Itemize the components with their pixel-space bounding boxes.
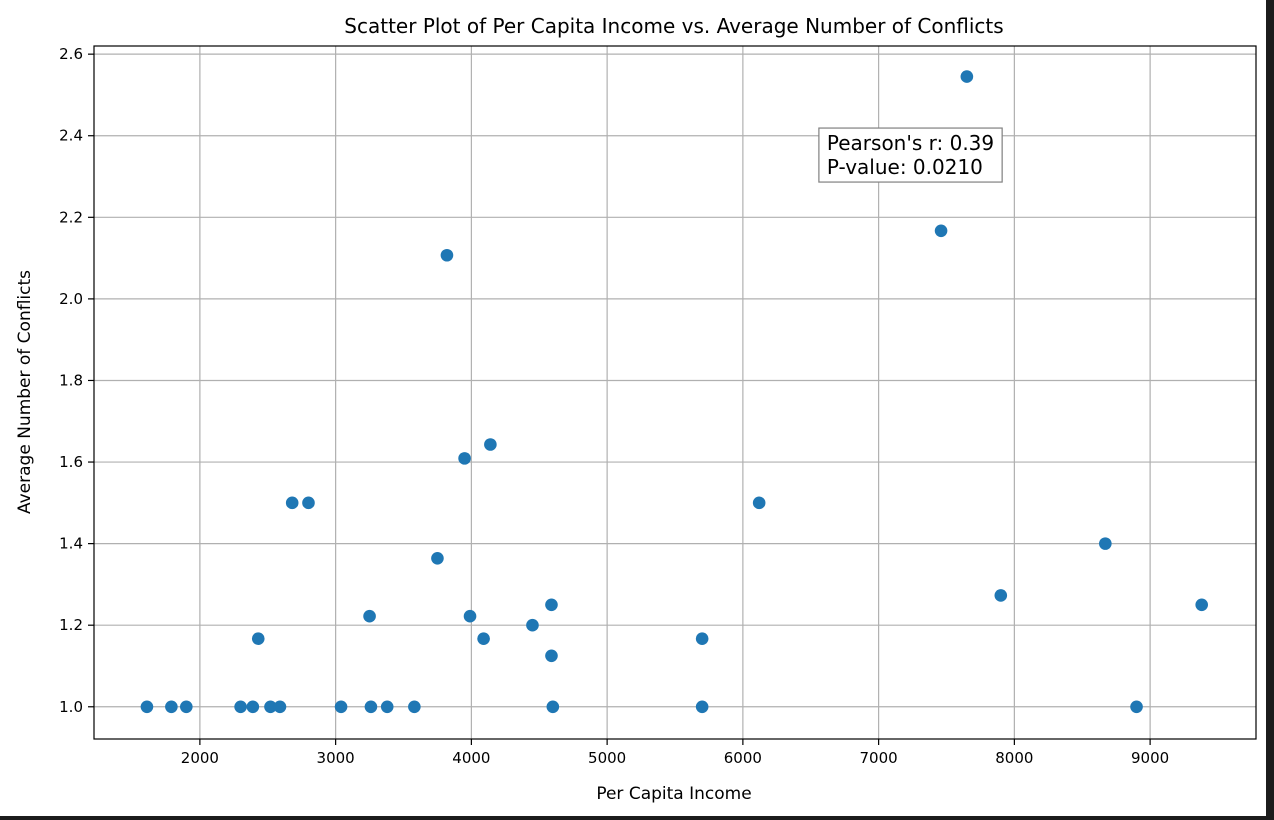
data-point	[526, 618, 539, 632]
y-tick-label: 2.4	[59, 127, 83, 145]
data-point	[364, 700, 378, 714]
data-point	[302, 496, 315, 510]
data-point	[165, 700, 178, 714]
data-point	[484, 438, 497, 451]
data-point	[285, 496, 299, 510]
data-point	[463, 609, 477, 623]
data-point	[752, 496, 766, 510]
x-tick-label: 6000	[724, 749, 762, 767]
data-point	[934, 224, 948, 238]
y-tick-label: 2.0	[59, 290, 83, 308]
pearson-r-text: Pearson's r: 0.39	[827, 131, 994, 155]
x-tick-label: 7000	[860, 749, 898, 767]
data-point	[1099, 537, 1112, 550]
data-point	[431, 552, 444, 565]
data-point	[246, 700, 260, 714]
x-tick-label: 5000	[588, 749, 626, 767]
data-point	[1195, 598, 1209, 612]
data-point	[1130, 700, 1143, 714]
y-tick-label: 2.2	[59, 208, 83, 226]
y-axis-label: Average Number of Conflicts	[15, 270, 35, 514]
y-tick-label: 1.8	[59, 371, 83, 389]
axis-ticks: 2000 3000 4000 5000 6000 7000 8000 9000 1.0 1.2 1.…	[59, 45, 1169, 767]
y-tick-label: 2.6	[59, 45, 83, 63]
x-tick-label: 4000	[452, 749, 490, 767]
x-tick-label: 3000	[317, 749, 355, 767]
data-point	[408, 700, 421, 714]
y-tick-label: 1.4	[59, 535, 83, 553]
data-point	[960, 70, 974, 83]
grid-lines	[94, 46, 1256, 739]
data-point	[546, 700, 560, 714]
data-point	[695, 700, 709, 714]
x-tick-label: 9000	[1131, 749, 1169, 767]
data-point	[334, 700, 348, 714]
x-tick-label: 8000	[995, 749, 1033, 767]
chart-title: Scatter Plot of Per Capita Income vs. Av…	[344, 14, 1003, 38]
data-point	[234, 700, 247, 714]
data-points	[140, 70, 1209, 714]
data-point	[695, 632, 709, 645]
y-tick-label: 1.6	[59, 453, 83, 471]
data-point	[545, 598, 558, 612]
data-point	[264, 700, 277, 714]
y-tick-label: 1.0	[59, 698, 83, 716]
data-point	[545, 649, 558, 663]
data-point	[180, 700, 193, 714]
data-point	[363, 609, 376, 623]
y-tick-label: 1.2	[59, 616, 83, 634]
plot-area-border	[93, 45, 1257, 740]
x-axis-label: Per Capita Income	[596, 784, 751, 804]
correlation-annotation: Pearson's r: 0.39 P-value: 0.0210	[818, 127, 1003, 183]
data-point	[477, 632, 490, 645]
annotation-box-frame	[818, 127, 1003, 183]
p-value-text: P-value: 0.0210	[827, 155, 983, 179]
data-point	[440, 248, 454, 262]
data-point	[273, 700, 287, 714]
data-point	[380, 700, 394, 714]
data-point	[458, 452, 471, 465]
x-tick-label: 2000	[181, 749, 219, 767]
data-point	[994, 589, 1008, 602]
data-point	[251, 632, 265, 645]
data-point	[140, 700, 154, 714]
